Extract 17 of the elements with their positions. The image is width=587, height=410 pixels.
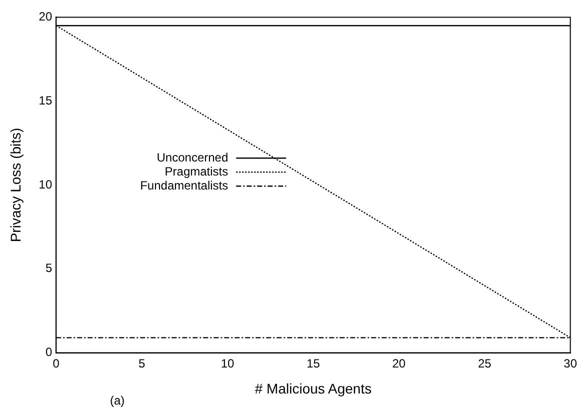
y-tick-label: 15 — [38, 93, 52, 108]
y-axis-title: Privacy Loss (bits) — [7, 128, 24, 242]
x-tick-label: 5 — [138, 356, 146, 370]
x-tick-label: 10 — [220, 356, 235, 370]
x-tick-label: 15 — [306, 356, 320, 370]
y-tick-label: 0 — [45, 345, 52, 360]
y-tick-label: 20 — [38, 10, 52, 24]
legend-label: Fundamentalists — [140, 178, 228, 192]
x-tick-label: 30 — [564, 356, 578, 370]
y-tick-label: 10 — [38, 177, 52, 192]
text: (a) — [110, 393, 125, 408]
legend-label: Unconcerned — [156, 150, 228, 164]
y-tick-label: 5 — [45, 261, 52, 276]
x-axis-title: # Malicious Agents — [254, 380, 372, 396]
x-tick-label: 20 — [392, 356, 406, 370]
x-tick-label: 25 — [478, 356, 492, 370]
legend-label: Pragmatists — [164, 164, 228, 178]
